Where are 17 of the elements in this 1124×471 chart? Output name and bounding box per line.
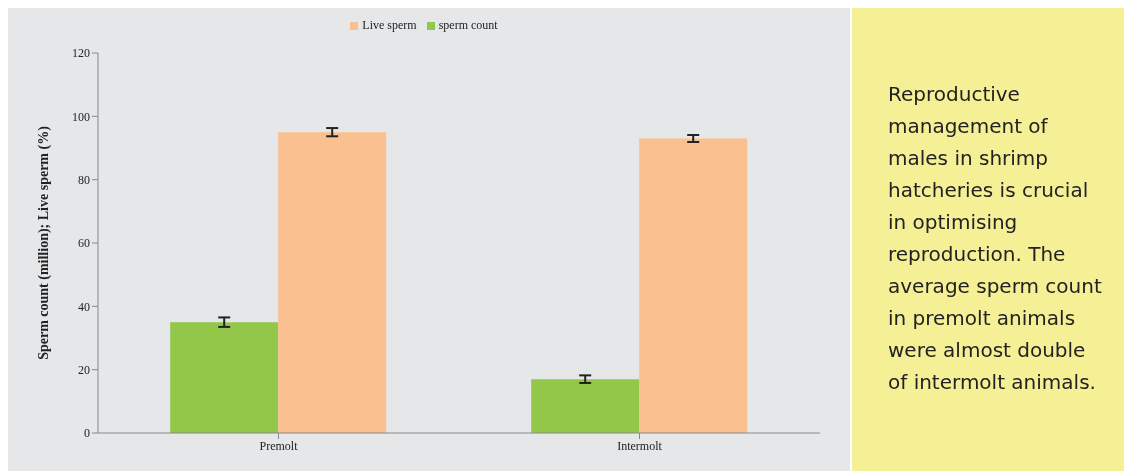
y-tick-label: 40 — [78, 299, 90, 314]
bar — [170, 322, 279, 433]
bar — [639, 138, 748, 433]
legend-label: Live sperm — [362, 18, 417, 32]
bar — [531, 379, 640, 433]
y-tick-label: 20 — [78, 362, 90, 377]
text: Reproductive management of males in shrimp hatcheries is crucial in optimising reproduction. The average sperm count in premolt animals were almost double of intermolt animals. — [888, 82, 1102, 394]
y-tick-label: 120 — [72, 46, 90, 61]
legend-label: sperm count — [438, 18, 498, 32]
y-tick-label: 100 — [72, 109, 90, 124]
y-axis-title: Sperm count (million); Live sperm (%) — [35, 125, 52, 360]
bar — [278, 132, 387, 433]
y-tick-label: 60 — [78, 236, 90, 251]
x-tick-label: Intermolt — [617, 438, 663, 453]
y-tick-label: 80 — [78, 172, 90, 187]
y-tick-label: 0 — [84, 426, 90, 441]
x-tick-label: Premolt — [259, 438, 299, 453]
